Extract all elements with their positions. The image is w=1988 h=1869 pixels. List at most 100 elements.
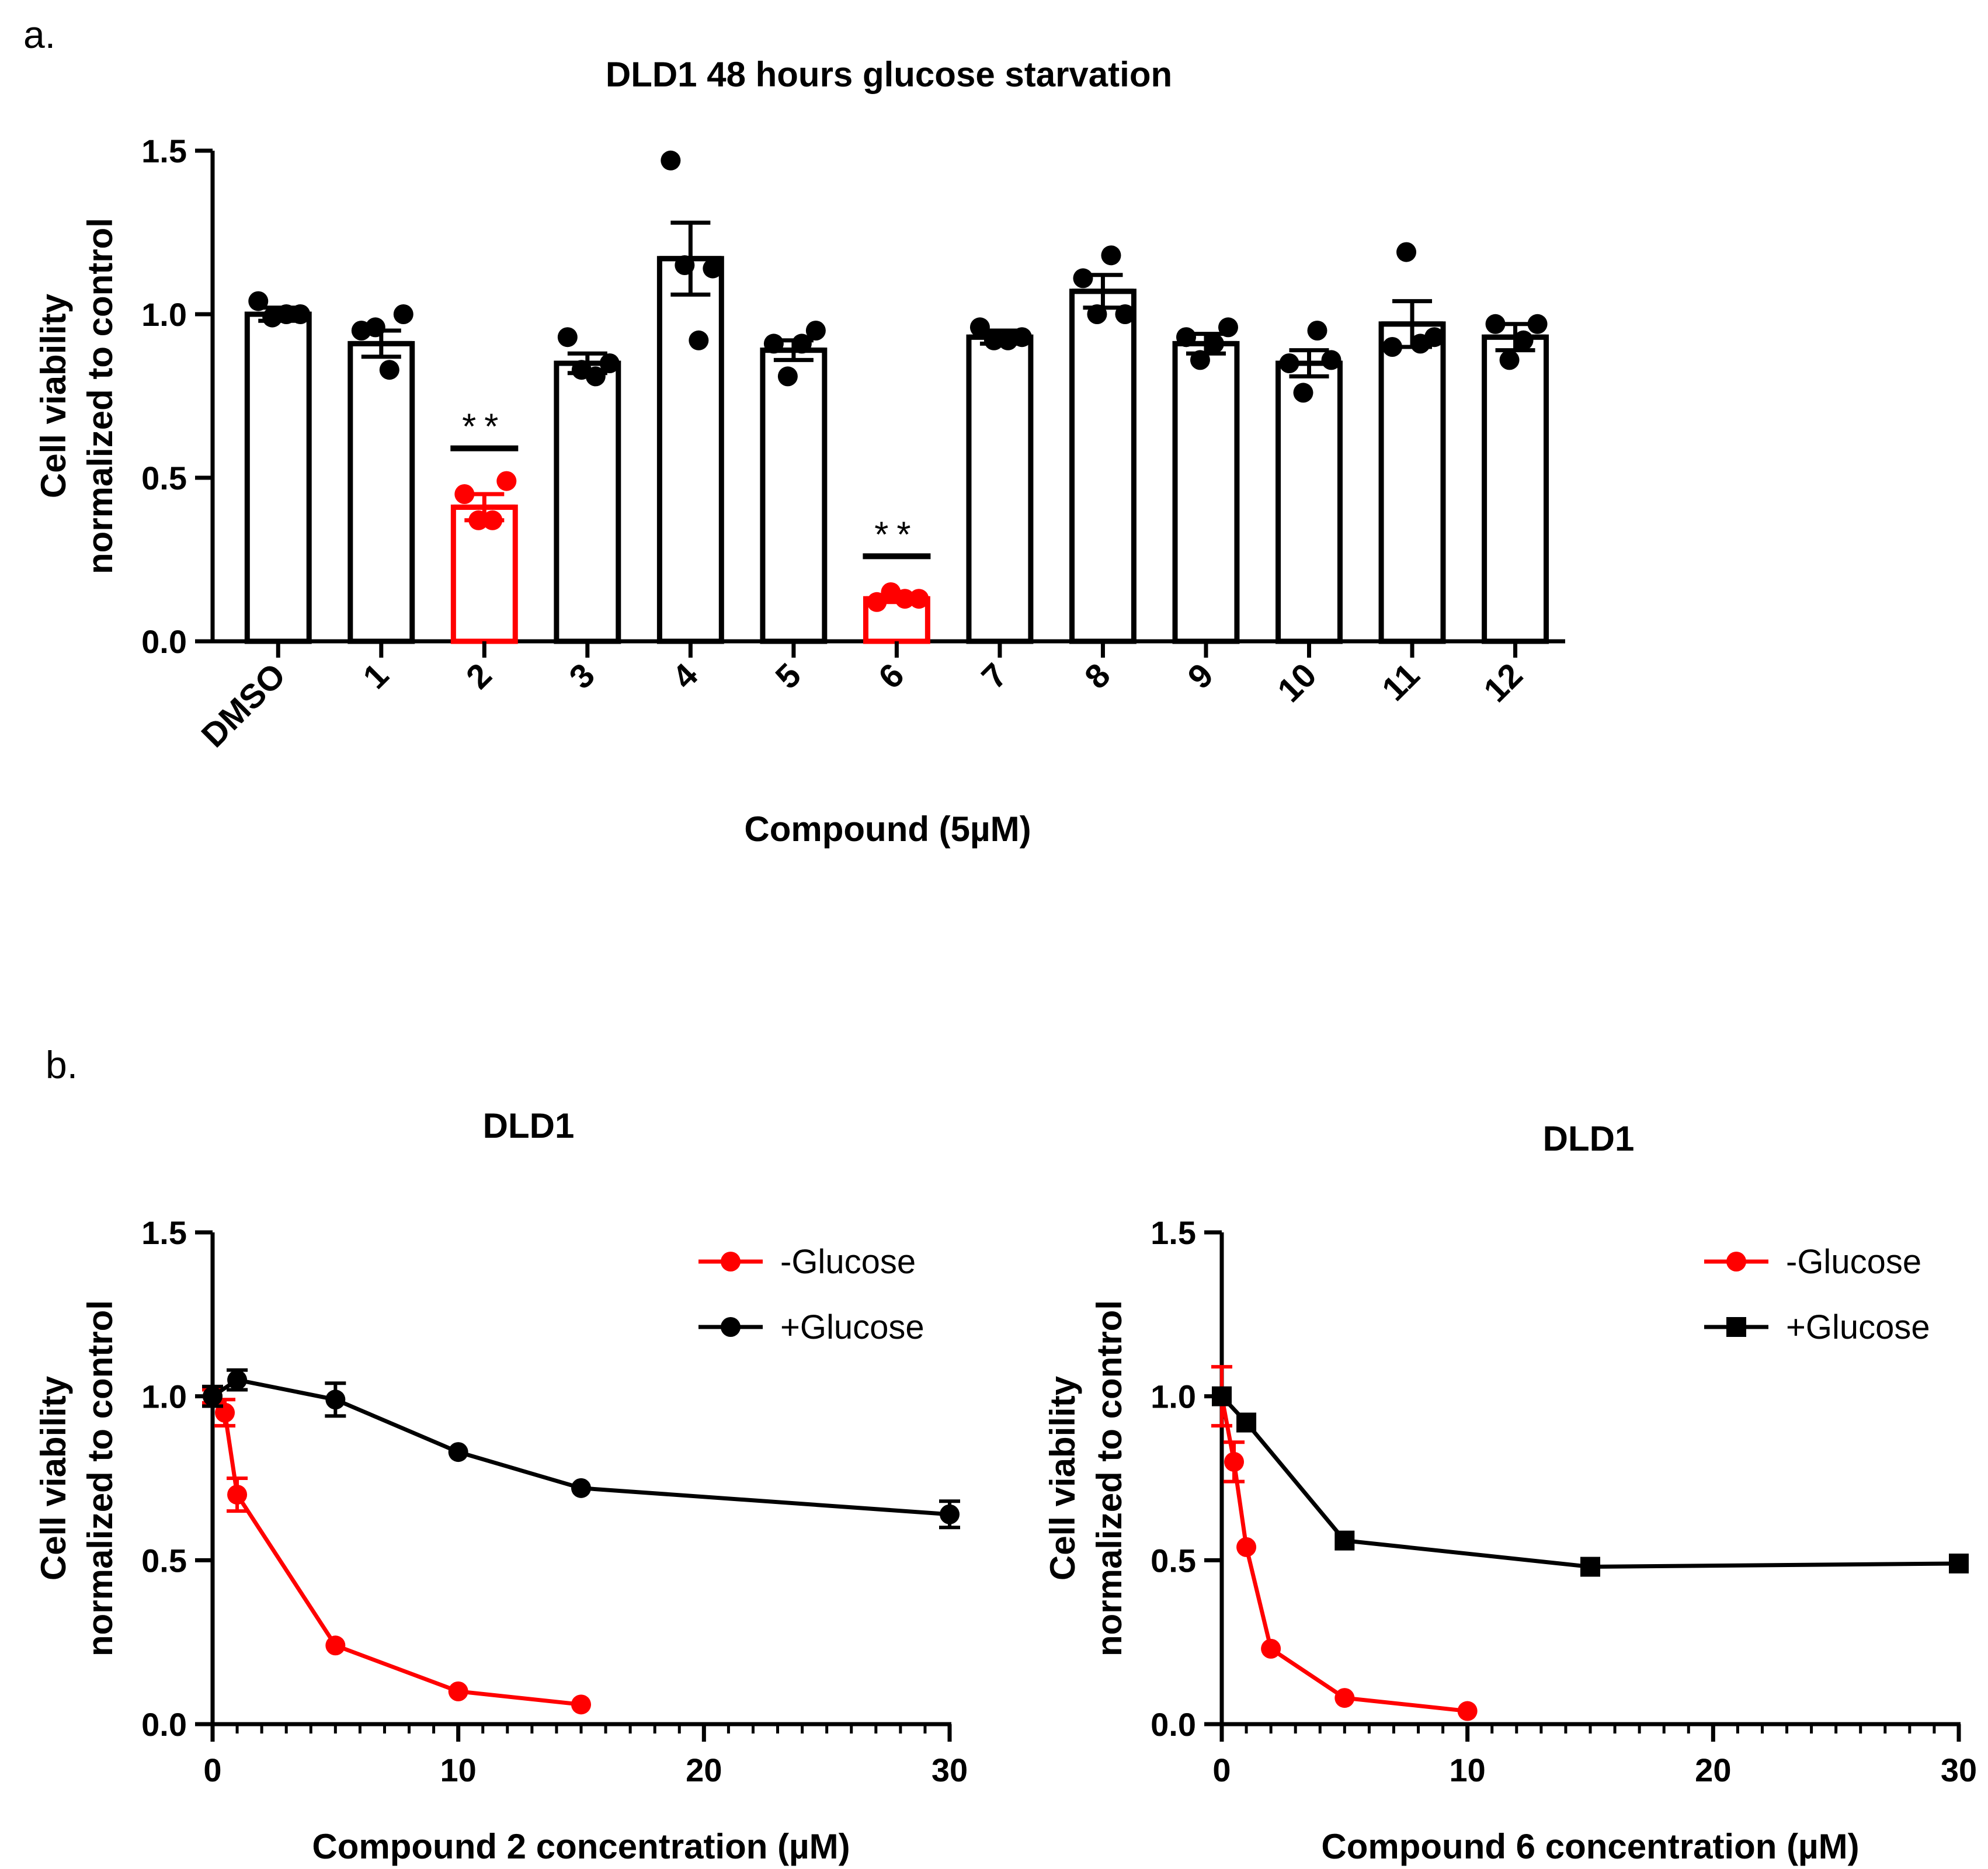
data-point [227,1370,248,1390]
data-point [557,327,578,348]
series-line [1219,1396,1468,1714]
data-point [1087,304,1107,324]
data-point [365,317,385,338]
data-point [379,360,399,380]
bar [760,348,828,644]
bar-group-dmso [244,291,312,644]
bar [1275,360,1343,644]
data-point [1499,350,1520,370]
significance-marker: ** [863,515,931,560]
data-point [571,1694,591,1715]
chart-title: DLD1 [483,1106,575,1145]
significance-stars: ** [874,515,919,555]
line-chart-compound-6: DLD1 0.0 0.5 1.0 1.5 Cell viability normalized… [1043,1119,1977,1866]
legend-marker [721,1252,741,1272]
bar-group-12 [1482,314,1549,644]
x-tick-label: 5 [768,656,808,696]
bar-group-11 [1378,242,1446,644]
y-tick-label: 1.5 [141,1214,187,1251]
data-point [248,291,269,311]
data-point [1115,304,1135,324]
data-point [1012,327,1032,348]
legend-label: +Glucose [780,1308,925,1346]
data-point [675,255,695,275]
data-point [1073,268,1093,289]
bar [1069,289,1137,644]
data-point [496,471,517,491]
legend-entry: +Glucose [1704,1308,1930,1346]
data-point [1279,353,1299,373]
data-point [393,304,413,324]
x-tick-label: 9 [1180,656,1221,696]
x-tick-label: 30 [1941,1752,1977,1788]
bar-group-6 [863,582,930,644]
data-point [290,304,311,324]
data-point [1382,337,1403,357]
data-point [763,333,784,354]
x-tick-label: 8 [1078,656,1118,696]
bar [966,334,1034,644]
y-tick-label: 1.0 [141,296,187,333]
y-axis-label-line-2: normalized to control [81,218,120,574]
data-point [482,510,503,530]
x-tick-label: 10 [1270,656,1324,710]
data-point [1307,321,1327,341]
series-minus-glucose [1211,1365,1478,1721]
bar-group-1 [347,304,415,644]
x-tick-label: 10 [1450,1752,1486,1788]
x-tick-label: 12 [1476,656,1530,710]
x-tick-label: DMSO [194,656,293,755]
data-point [1396,242,1417,262]
y-tick-label: 0.5 [1151,1542,1196,1579]
y-axis-label: Cell viability normalized to control [34,218,120,574]
y-axis-label: Cell viability normalized to control [1043,1300,1129,1656]
x-tick-label: 11 [1375,656,1427,708]
y-tick-label: 1.5 [141,133,187,169]
legend-label: +Glucose [1786,1308,1930,1346]
data-point [571,1478,591,1498]
data-point [1580,1557,1600,1577]
legend-marker [1726,1252,1746,1272]
panel-a-label: a. [23,13,55,56]
bar-group-10 [1275,321,1343,644]
significance-stars: ** [462,407,506,447]
series-plus-glucose [202,1368,960,1530]
chart-title: DLD1 48 hours glucose starvation [606,55,1172,94]
data-point [1236,1537,1257,1557]
data-point [1224,1451,1245,1472]
data-point [203,1386,223,1406]
data-point [1424,327,1445,348]
bar-group-7 [966,317,1034,644]
x-tick-label: 20 [1695,1752,1731,1788]
bar [1482,334,1549,644]
data-point [1218,317,1238,338]
legend-label: -Glucose [780,1243,916,1281]
data-point [895,589,915,609]
x-tick-label: 30 [932,1752,968,1788]
x-axis-label: Compound 6 concentration (µM) [1321,1827,1859,1866]
data-point [777,366,798,387]
legend-marker [1726,1317,1746,1337]
y-axis-label: Cell viability normalized to control [34,1300,120,1656]
bar [244,311,312,644]
data-point [689,330,709,350]
data-point [448,1681,468,1701]
y-tick-label: 1.0 [141,1378,187,1415]
data-point [969,317,990,338]
legend-entry: -Glucose [698,1243,916,1281]
bar [656,256,724,644]
data-point [1204,333,1224,354]
bar-group-4 [656,150,724,644]
data-point [1261,1638,1281,1659]
legend-entry: -Glucose [1704,1243,1921,1281]
data-point [940,1504,960,1524]
series-plus-glucose [1212,1386,1969,1577]
y-axis-label-line-2: normalized to control [1090,1300,1129,1656]
x-tick-label: 10 [440,1752,477,1788]
bar-group-3 [554,327,621,644]
data-point [448,1442,468,1462]
data-point [1949,1553,1969,1573]
bar [347,341,415,644]
data-point [867,592,887,612]
x-tick-label: 1 [356,656,396,696]
